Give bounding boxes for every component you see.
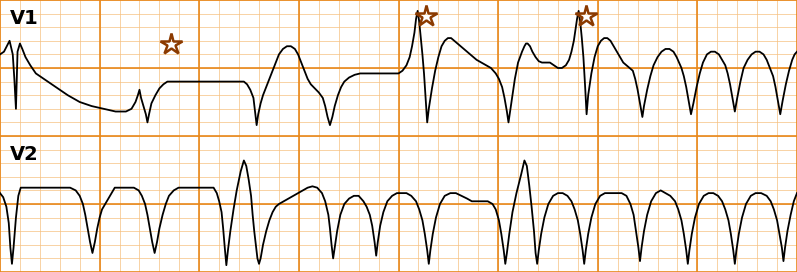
Text: V1: V1	[10, 10, 39, 29]
Text: V2: V2	[10, 146, 39, 165]
